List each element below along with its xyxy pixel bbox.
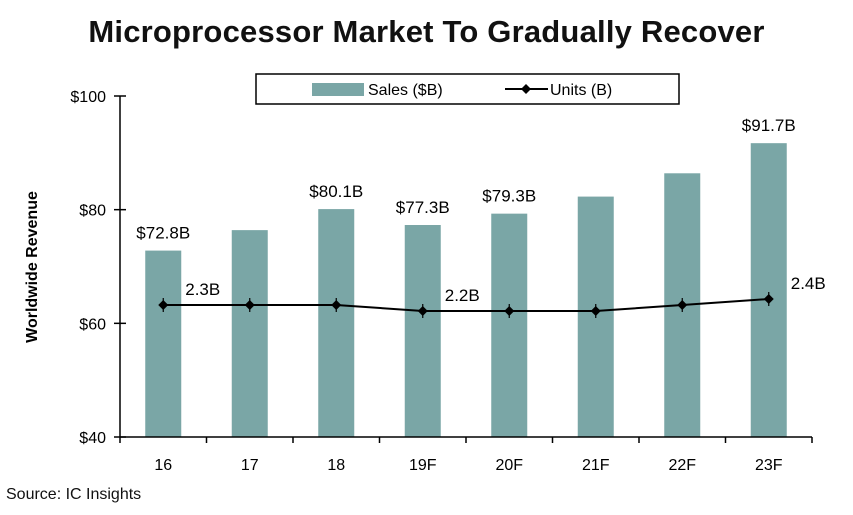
- units-label-16: 2.3B: [185, 280, 220, 299]
- legend-label-units: Units (B): [550, 82, 612, 99]
- x-tick-label: 20F: [495, 457, 523, 474]
- chart-title: Microprocessor Market To Gradually Recov…: [88, 14, 765, 49]
- bar-label-23F: $91.7B: [742, 116, 796, 135]
- legend-swatch-sales: [312, 83, 364, 96]
- x-tick-label: 16: [154, 457, 172, 474]
- y-axis-label: Worldwide Revenue: [24, 191, 41, 343]
- x-tick-label: 19F: [409, 457, 437, 474]
- legend-swatch-units-marker: [521, 84, 531, 94]
- units-label-23F: 2.4B: [791, 274, 826, 293]
- y-tick-label: $80: [79, 203, 106, 220]
- units-line: [163, 298, 769, 312]
- units-label-19F: 2.2B: [445, 286, 480, 305]
- bar-label-20F: $79.3B: [482, 187, 536, 206]
- bar-19F: [404, 225, 441, 437]
- y-tick-label: $60: [79, 316, 106, 333]
- legend: Sales ($B) Units (B): [255, 73, 680, 105]
- bar-18: [318, 209, 355, 437]
- bar-23F: [750, 143, 787, 437]
- bar-label-18: $80.1B: [309, 182, 363, 201]
- bar-16: [145, 250, 182, 437]
- source-note: Source: IC Insights: [6, 486, 142, 503]
- x-tick-label: 21F: [582, 457, 610, 474]
- bar-label-19F: $77.3B: [396, 198, 450, 217]
- y-tick-label: $40: [79, 430, 106, 447]
- legend-label-sales: Sales ($B): [368, 82, 443, 99]
- bar-17: [231, 230, 268, 437]
- x-tick-label: 18: [327, 457, 345, 474]
- bar-label-16: $72.8B: [136, 224, 190, 243]
- x-tick-label: 22F: [668, 457, 696, 474]
- x-tick-label: 17: [241, 457, 259, 474]
- y-tick-label: $100: [70, 89, 106, 106]
- bar-20F: [491, 213, 528, 437]
- x-tick-label: 23F: [755, 457, 783, 474]
